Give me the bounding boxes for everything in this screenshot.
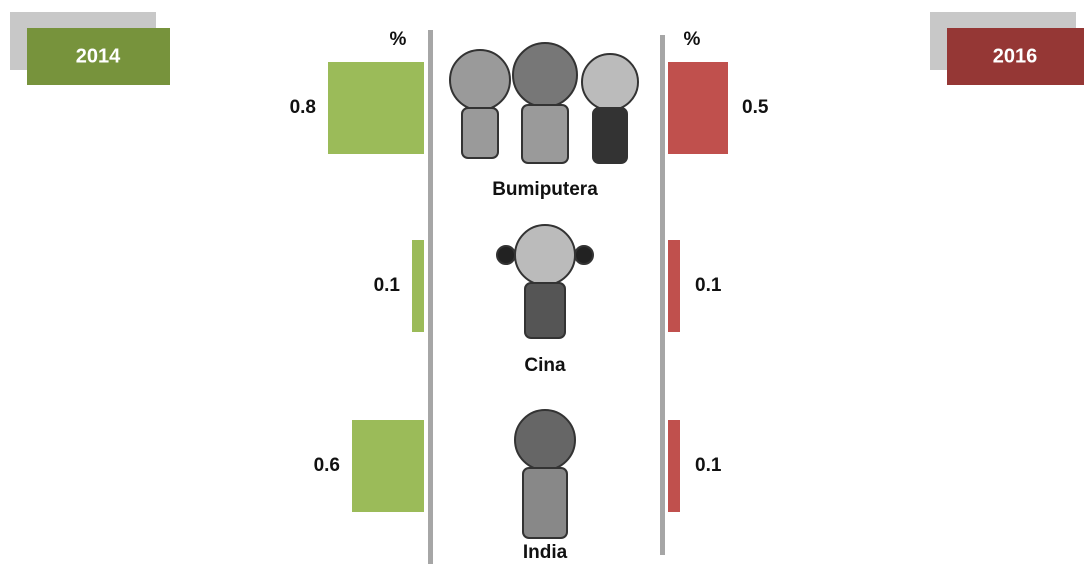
value-label: 0.8	[290, 97, 316, 118]
value-label: 0.1	[374, 275, 401, 296]
axis-label: %	[390, 29, 407, 50]
bar	[352, 420, 424, 512]
category-label: Cina	[524, 355, 566, 376]
legend-label: 2014	[76, 45, 121, 67]
value-label: 0.5	[742, 97, 769, 118]
bar	[668, 420, 680, 512]
category-label: Bumiputera	[492, 179, 598, 200]
bar	[668, 62, 728, 154]
axis-label: %	[684, 29, 701, 50]
category-label: India	[523, 542, 568, 563]
bar	[328, 62, 424, 154]
value-label: 0.6	[314, 455, 340, 476]
legend-box	[947, 28, 1084, 85]
axis-line	[428, 30, 433, 564]
value-label: 0.1	[695, 455, 722, 476]
axis-line	[660, 35, 665, 555]
bar	[412, 240, 424, 332]
legend-label: 2016	[993, 45, 1038, 67]
value-label: 0.1	[695, 275, 722, 296]
bar	[668, 240, 680, 332]
legend-box	[27, 28, 170, 85]
icons	[449, 42, 639, 539]
